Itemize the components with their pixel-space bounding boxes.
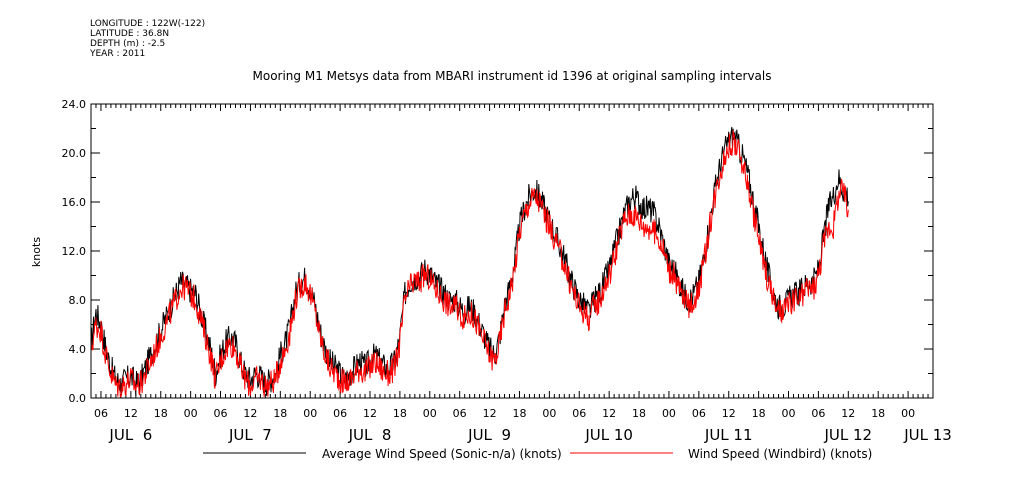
x-tick-label: 06 [214,407,228,420]
x-tick-label: 12 [243,407,257,420]
day-label: JUL 11 [704,426,753,444]
x-tick-label: 06 [333,407,347,420]
x-axis-day-labels: JUL 6 JUL 7 JUL 8 JUL 9 JUL 10 JUL 11 JUL 12 JU… [108,426,951,444]
x-tick-label: 00 [542,407,556,420]
axis-ticks [90,103,934,399]
x-tick-label: 18 [752,407,766,420]
y-tick-label: 8.0 [69,294,87,307]
y-axis-label: knots [30,237,43,267]
x-tick-label: 06 [453,407,467,420]
y-tick-label: 0.0 [69,392,87,405]
depth-text: DEPTH (m) : -2.5 [90,39,166,49]
x-tick-label: 00 [901,407,915,420]
day-label: JUL 10 [584,426,633,444]
x-tick-label: 18 [154,407,168,420]
x-tick-label: 18 [273,407,287,420]
x-tick-label: 06 [94,407,108,420]
x-tick-label: 12 [483,407,497,420]
x-tick-label: 00 [662,407,676,420]
x-tick-label: 18 [512,407,526,420]
day-label: JUL 6 [108,426,152,444]
day-label: JUL 9 [467,426,511,444]
year-text: YEAR : 2011 [90,49,146,59]
day-label: JUL 13 [903,426,952,444]
x-tick-label: 06 [692,407,706,420]
legend: Average Wind Speed (Sonic-n/a) (knots) W… [203,447,872,461]
x-tick-label: 18 [393,407,407,420]
x-tick-label: 12 [841,407,855,420]
longitude-text: LONGITUDE : 122W(-122) [90,19,206,29]
x-tick-label: 12 [124,407,138,420]
legend-entry-sonic: Average Wind Speed (Sonic-n/a) (knots) [322,447,562,461]
y-tick-label: 20.0 [62,147,87,160]
x-tick-label: 18 [871,407,885,420]
latitude-text: LATITUDE : 36.8N [90,29,170,39]
series-line-1 [90,130,849,398]
x-tick-label: 06 [811,407,825,420]
day-label: JUL 12 [823,426,872,444]
series-lines [90,126,849,398]
x-tick-label: 12 [363,407,377,420]
y-tick-label: 12.0 [62,245,87,258]
x-axis-hour-labels: 06 12 18 00 06 12 18 00 06 12 18 00 06 12 18 00 06 12 18 00… [94,407,915,420]
plot-frame [90,103,934,399]
x-tick-label: 12 [722,407,736,420]
x-tick-label: 00 [184,407,198,420]
series-line-0 [90,126,849,396]
day-label: JUL 7 [228,426,272,444]
x-tick-label: 12 [602,407,616,420]
legend-entry-windbird: Wind Speed (Windbird) (knots) [688,447,872,461]
y-axis-tick-labels: 0.0 4.0 8.0 12.0 16.0 20.0 24.0 [62,98,87,405]
x-tick-label: 00 [782,407,796,420]
x-tick-label: 18 [632,407,646,420]
day-label: JUL 8 [348,426,392,444]
y-tick-label: 24.0 [62,98,87,111]
x-tick-label: 00 [303,407,317,420]
station-metadata: LONGITUDE : 122W(-122) LATITUDE : 36.8N … [90,19,205,59]
y-tick-label: 16.0 [62,196,87,209]
y-tick-label: 4.0 [69,343,87,356]
x-tick-label: 06 [572,407,586,420]
chart-title: Mooring M1 Metsys data from MBARI instru… [253,69,772,83]
x-tick-label: 00 [423,407,437,420]
